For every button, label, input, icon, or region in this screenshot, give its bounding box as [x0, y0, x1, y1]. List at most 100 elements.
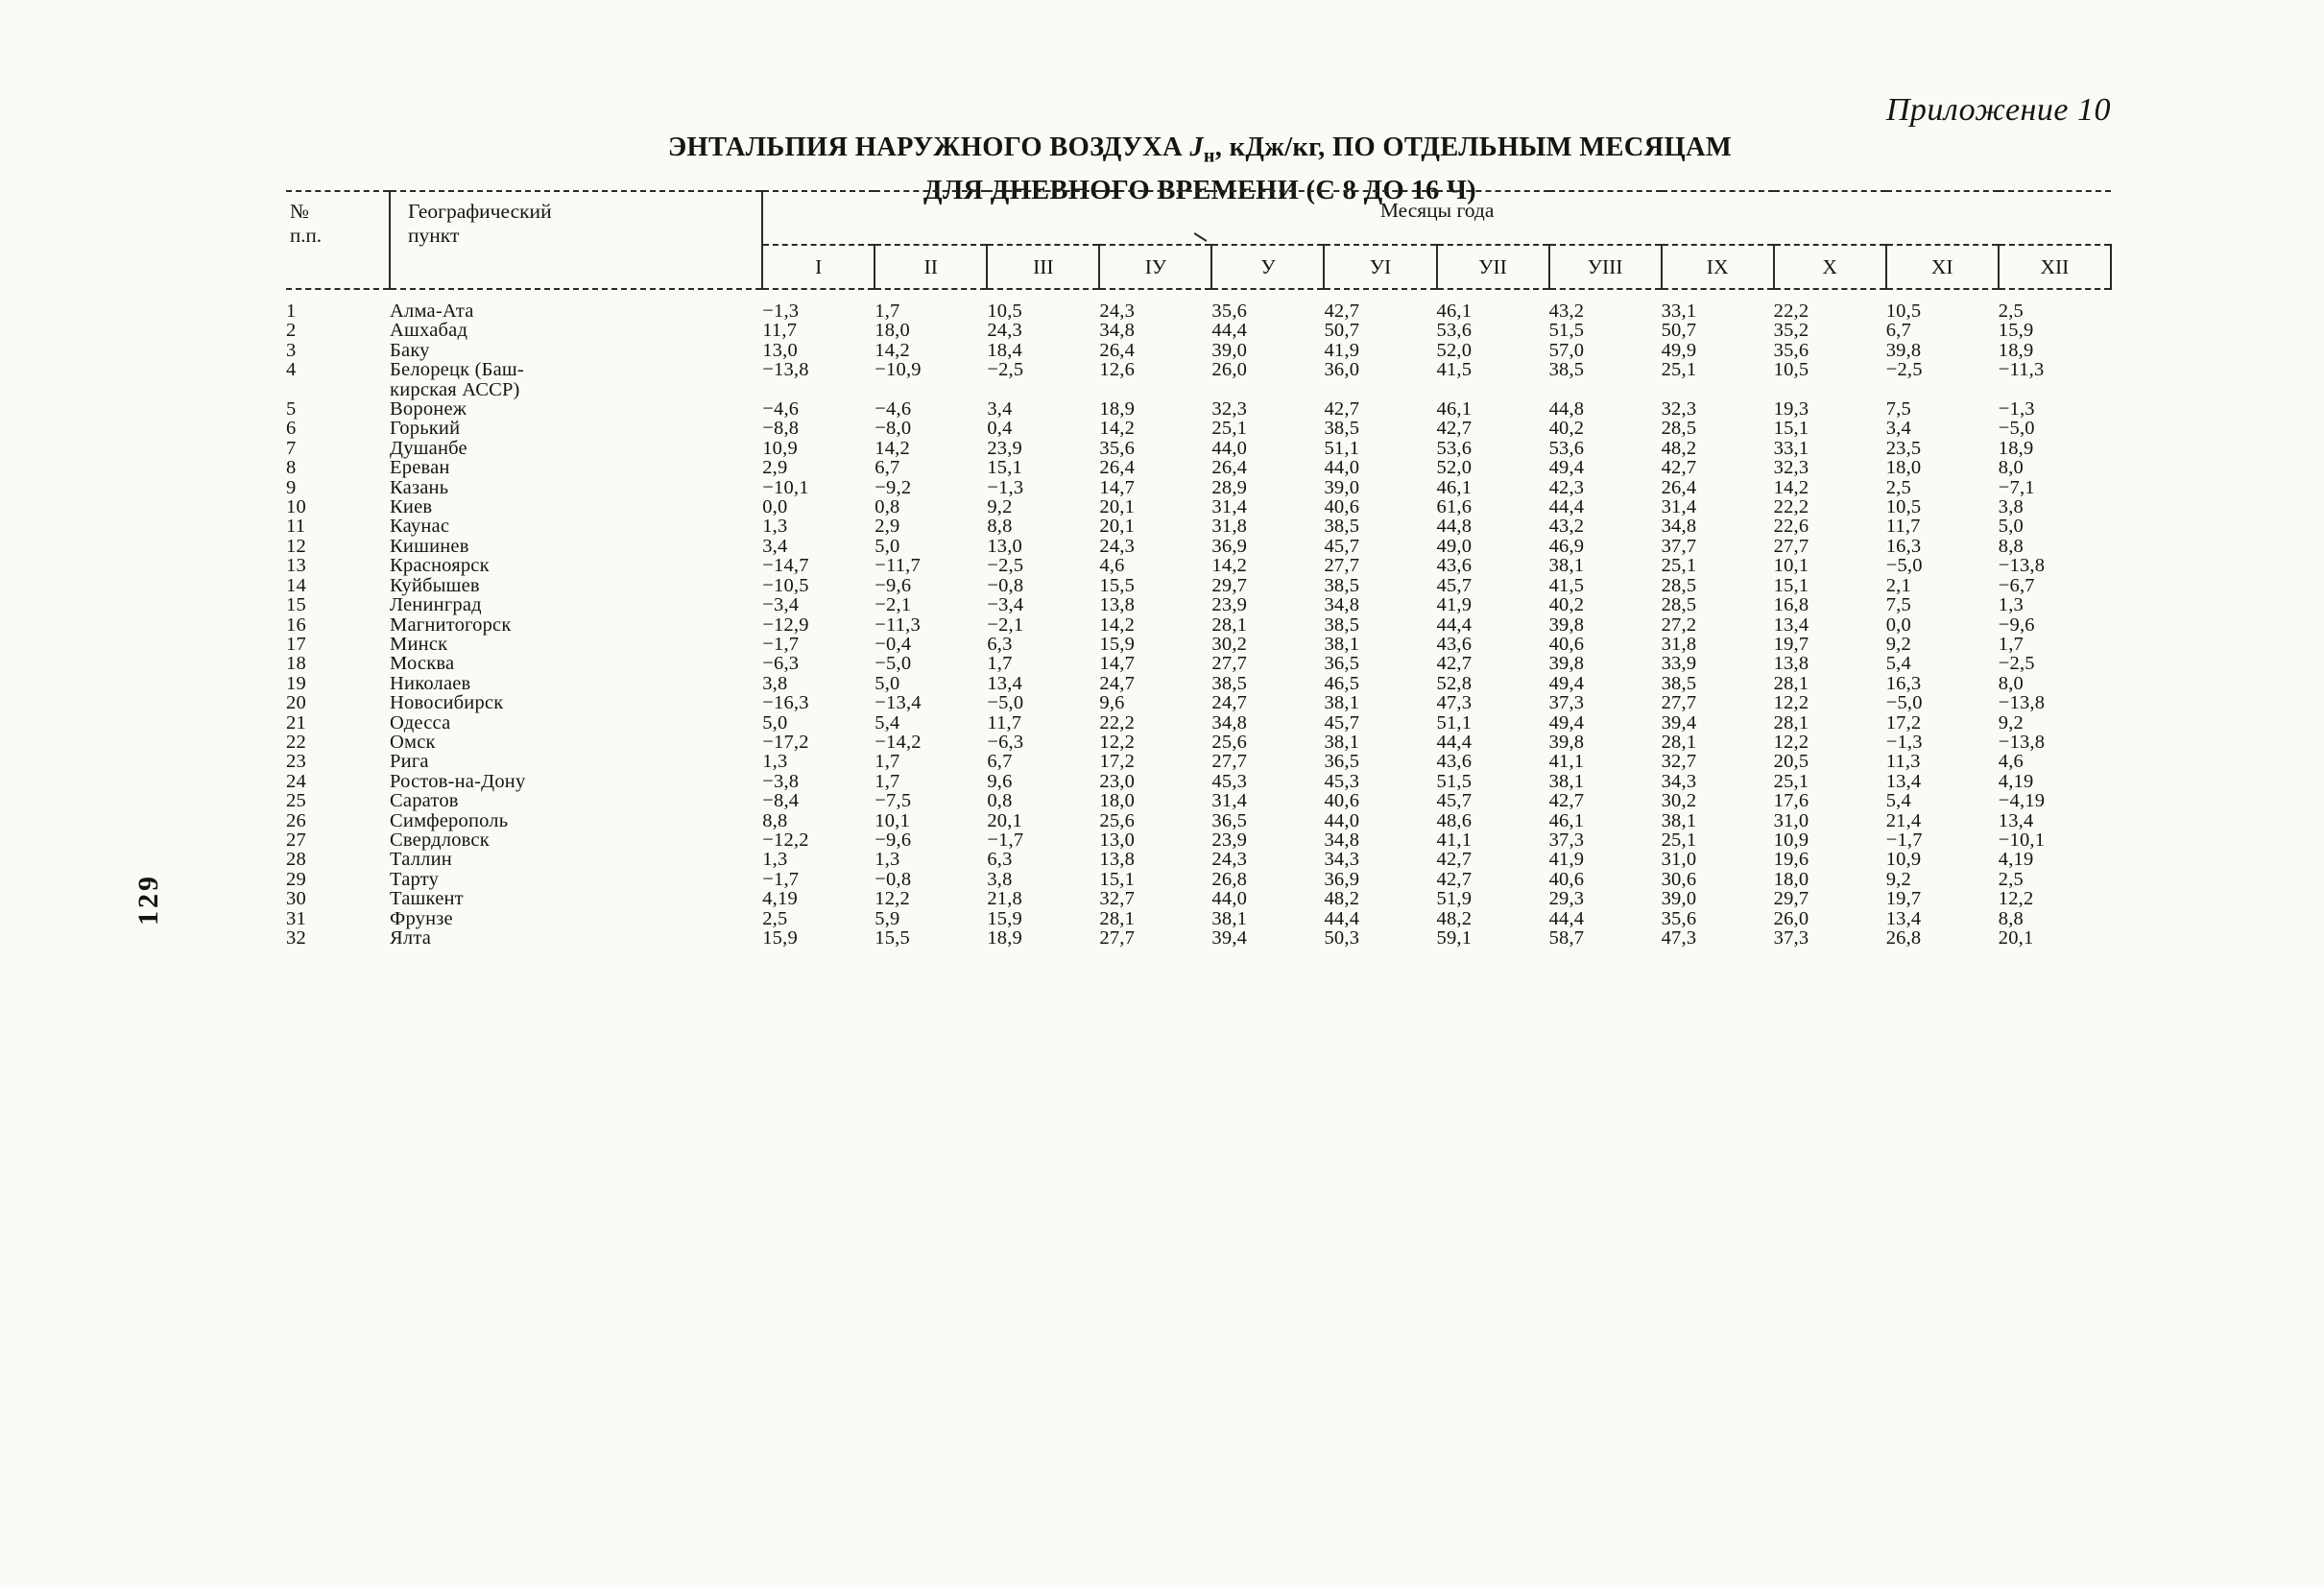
place-name: Душанбе	[390, 437, 467, 459]
enthalpy-value: 34,3	[1661, 770, 1697, 792]
col-header-number: № п.п.	[286, 190, 392, 290]
enthalpy-value: 16,8	[1773, 594, 1809, 616]
enthalpy-value: 37,3	[1773, 927, 1809, 949]
enthalpy-value: 39,0	[1324, 476, 1360, 498]
enthalpy-value: 8,8	[987, 516, 1013, 538]
title-line-1: ЭНТАЛЬПИЯ НАРУЖНОГО ВОЗДУХА Jн, кДж/кг, …	[667, 132, 1733, 167]
enthalpy-value: 45,3	[1211, 770, 1248, 792]
enthalpy-value: 40,2	[1548, 594, 1585, 616]
enthalpy-value: −7,1	[1998, 476, 2035, 498]
month-header: I	[761, 245, 876, 290]
enthalpy-value: 38,5	[1324, 574, 1360, 596]
enthalpy-value: 35,6	[1773, 339, 1809, 361]
enthalpy-value: 1,7	[874, 301, 900, 322]
enthalpy-value: −13,4	[874, 692, 922, 714]
enthalpy-value: 6,7	[987, 751, 1013, 773]
enthalpy-value: 5,0	[762, 711, 788, 733]
enthalpy-value: 19,3	[1773, 398, 1809, 421]
enthalpy-value: 24,3	[987, 320, 1023, 342]
enthalpy-value: 20,1	[987, 809, 1023, 831]
enthalpy-value: 3,4	[1885, 418, 1911, 440]
enthalpy-value: 5,9	[874, 907, 900, 929]
enthalpy-value: −4,6	[874, 398, 912, 421]
place-name: Киев	[390, 496, 433, 518]
place-name: Москва	[390, 653, 455, 675]
enthalpy-value: 13,0	[987, 535, 1023, 557]
enthalpy-value: −10,9	[874, 359, 922, 381]
table-row: 22 Омск −17,2 −14,2 −6,3 12,2 25,6 38,1 44,4 39,8…	[286, 731, 2111, 753]
month-header: УI	[1323, 245, 1438, 290]
enthalpy-value: 32,3	[1773, 457, 1809, 479]
enthalpy-value: 26,4	[1211, 457, 1248, 479]
enthalpy-value: 42,7	[1436, 849, 1473, 871]
row-number: 26	[286, 809, 306, 831]
enthalpy-value: 52,0	[1436, 339, 1473, 361]
enthalpy-value: 15,9	[987, 907, 1023, 929]
place-name: Алма-Ата	[390, 301, 474, 322]
enthalpy-value: 2,5	[1998, 301, 2024, 322]
enthalpy-value: 26,0	[1773, 907, 1809, 929]
place-name: Баку	[390, 339, 430, 361]
enthalpy-value: 23,5	[1885, 437, 1922, 459]
enthalpy-value: −9,6	[1998, 613, 2035, 636]
enthalpy-value: −1,7	[762, 633, 800, 655]
table-row: 16 Магнитогорск −12,9 −11,3 −2,1 14,2 28,1 38,5…	[286, 613, 2111, 636]
enthalpy-value: 36,5	[1211, 809, 1248, 831]
enthalpy-value: 38,5	[1324, 418, 1360, 440]
enthalpy-value: 38,5	[1324, 516, 1360, 538]
table-row: 25 Саратов −8,4 −7,5 0,8 18,0 31,4 40,6 45,7 42,7…	[286, 790, 2111, 812]
enthalpy-value: 41,5	[1436, 359, 1473, 381]
table-row: 1 Алма-Ата −1,3 1,7 10,5 24,3 35,6 42,7 46,1 43,2…	[286, 289, 2111, 322]
enthalpy-value: 35,6	[1661, 907, 1697, 929]
enthalpy-value: 1,3	[874, 849, 900, 871]
enthalpy-value: 12,2	[1099, 731, 1136, 753]
enthalpy-value: 15,9	[1998, 320, 2034, 342]
enthalpy-value: 18,0	[1099, 790, 1136, 812]
enthalpy-value: 44,4	[1436, 613, 1473, 636]
enthalpy-value: −8,0	[874, 418, 912, 440]
row-number: 6	[286, 418, 297, 440]
enthalpy-value: 17,6	[1773, 790, 1809, 812]
place-name: Тарту	[390, 868, 440, 890]
place-name: Одесса	[390, 711, 451, 733]
place-name: Омск	[390, 731, 436, 753]
enthalpy-value: −9,6	[874, 829, 912, 851]
enthalpy-value: −4,6	[762, 398, 800, 421]
place-name: Таллин	[390, 849, 452, 871]
enthalpy-value: 61,6	[1436, 496, 1473, 518]
enthalpy-value: 8,8	[762, 809, 788, 831]
enthalpy-value: 40,6	[1324, 790, 1360, 812]
enthalpy-value: 13,0	[1099, 829, 1136, 851]
enthalpy-value: 41,1	[1548, 751, 1585, 773]
enthalpy-value: −3,8	[762, 770, 800, 792]
table-row: 27 Свердловск −12,2 −9,6 −1,7 13,0 23,9 34,8 41,…	[286, 829, 2111, 851]
table-row: 15 Ленинград −3,4 −2,1 −3,4 13,8 23,9 34,8 41,9 4…	[286, 594, 2111, 616]
enthalpy-value: −5,0	[874, 653, 912, 675]
enthalpy-value: 57,0	[1548, 339, 1585, 361]
enthalpy-value: 18,9	[1099, 398, 1136, 421]
enthalpy-value: −12,9	[762, 613, 809, 636]
enthalpy-value: −4,19	[1998, 790, 2046, 812]
enthalpy-value: 42,3	[1548, 476, 1585, 498]
place-name: Свердловск	[390, 829, 490, 851]
enthalpy-value: 4,19	[1998, 770, 2034, 792]
row-number: 18	[286, 653, 306, 675]
enthalpy-value: 53,6	[1548, 437, 1585, 459]
row-number: 16	[286, 613, 306, 636]
table-row: 18 Москва −6,3 −5,0 1,7 14,7 27,7 36,5 42,7 39,8 3…	[286, 653, 2111, 675]
enthalpy-value: −3,4	[762, 594, 800, 616]
row-number: 1	[286, 301, 297, 322]
enthalpy-value: 33,1	[1773, 437, 1809, 459]
table-row: 7 Душанбе 10,9 14,2 23,9 35,6 44,0 51,1 53,6 53,6…	[286, 437, 2111, 459]
table-row: 2 Ашхабад 11,7 18,0 24,3 34,8 44,4 50,7 53,6 51,5…	[286, 320, 2111, 342]
row-number: 7	[286, 437, 297, 459]
enthalpy-value: 44,8	[1548, 398, 1585, 421]
enthalpy-value: 25,1	[1661, 359, 1697, 381]
enthalpy-value: 17,2	[1885, 711, 1922, 733]
enthalpy-value: 44,0	[1324, 809, 1360, 831]
table-row: 29 Тарту −1,7 −0,8 3,8 15,1 26,8 36,9 42,7 40,6 30…	[286, 868, 2111, 890]
enthalpy-value: 44,0	[1324, 457, 1360, 479]
enthalpy-value: 15,1	[987, 457, 1023, 479]
enthalpy-value: 48,2	[1661, 437, 1697, 459]
enthalpy-value: −1,7	[1885, 829, 1923, 851]
